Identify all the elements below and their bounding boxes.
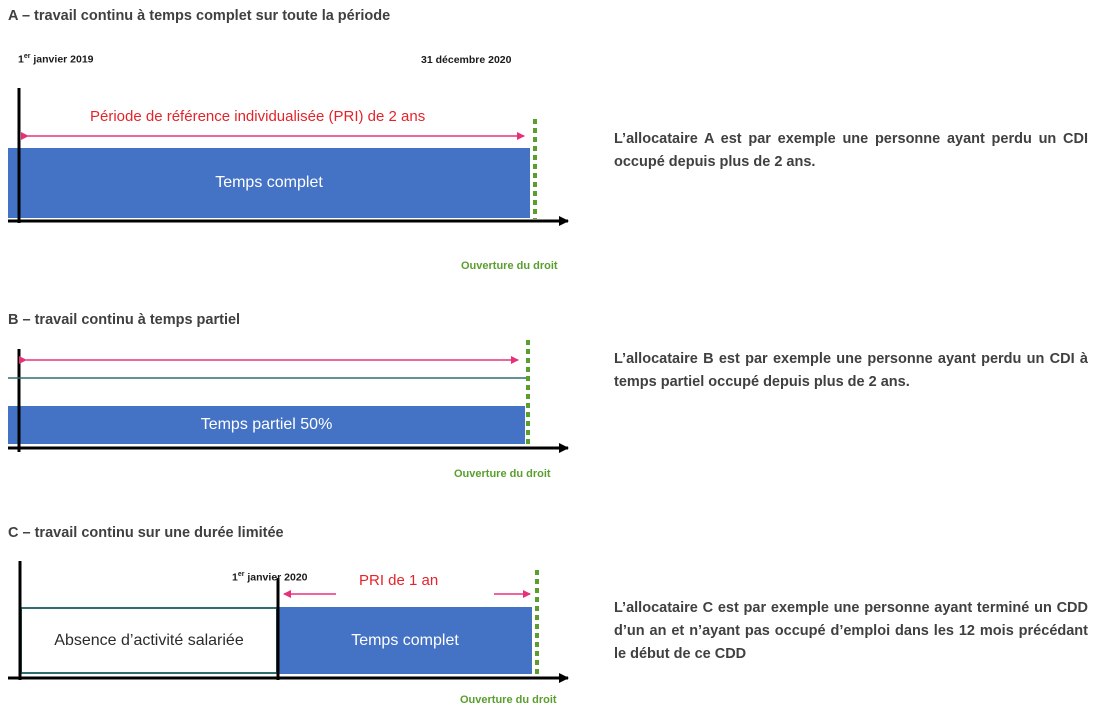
date-c-rest: janvier 2020: [244, 571, 308, 584]
full-time-bar-a: Temps complet: [8, 148, 530, 218]
start-date-a-number: 1: [18, 53, 24, 66]
pri-label-c: PRI de 1 an: [359, 572, 439, 589]
start-date-a-suffix: er: [23, 53, 31, 60]
full-time-bar-c-label: Temps complet: [351, 631, 459, 649]
start-date-a: 1er janvier 2019: [18, 53, 94, 66]
full-time-bar-a-label: Temps complet: [215, 174, 323, 191]
opening-label-a: Ouverture du droit: [461, 260, 558, 272]
section-b-title: B – travail continu à temps partiel: [8, 312, 241, 328]
opening-label-b: Ouverture du droit: [454, 468, 551, 480]
date-c-number: 1: [232, 571, 238, 584]
pri-label-a: Période de référence individualisée (PRI…: [90, 108, 426, 125]
start-date-a-rest: janvier 2019: [30, 53, 94, 66]
section-c-title: C – travail continu sur une durée limité…: [8, 525, 284, 541]
date-c-suffix: er: [237, 571, 245, 578]
description-a: L’allocataire A est par exemple une pers…: [614, 131, 1088, 170]
description-c: L’allocataire C est par exemple une pers…: [614, 600, 1088, 662]
date-c: 1er janvier 2020: [232, 571, 308, 584]
description-b: L’allocataire B est par exemple une pers…: [614, 351, 1088, 390]
section-a-title: A – travail continu à temps complet sur …: [8, 8, 391, 24]
opening-label-c: Ouverture du droit: [460, 694, 557, 706]
part-time-bar-b-label: Temps partiel 50%: [200, 416, 333, 433]
full-time-bar-c: Temps complet: [278, 607, 532, 674]
end-date-a: 31 décembre 2020: [421, 54, 512, 66]
part-time-bar-b: Temps partiel 50%: [8, 406, 525, 444]
no-activity-bar-c-label: Absence d’activité salariée: [54, 631, 244, 649]
